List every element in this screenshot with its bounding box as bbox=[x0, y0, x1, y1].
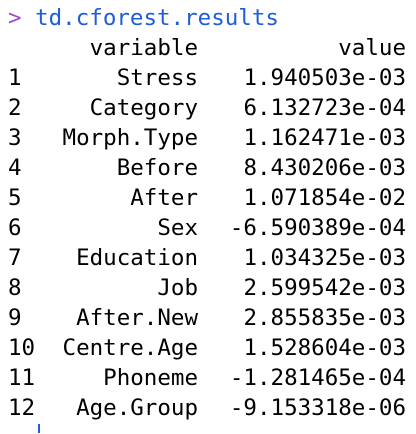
row-index: 3 bbox=[8, 125, 22, 151]
row-variable: Stress bbox=[116, 65, 198, 91]
row-index: 7 bbox=[8, 245, 22, 271]
row-index: 6 bbox=[8, 215, 22, 241]
header-variable: variable bbox=[89, 35, 198, 61]
row-variable: Category bbox=[89, 95, 198, 121]
row-variable: Education bbox=[76, 245, 198, 271]
row-value: 2.855835e-03 bbox=[243, 305, 406, 331]
row-variable: After.New bbox=[76, 305, 198, 331]
row-variable: Age.Group bbox=[76, 395, 198, 421]
row-index: 8 bbox=[8, 275, 22, 301]
row-variable: Morph.Type bbox=[62, 125, 198, 151]
row-variable: Sex bbox=[157, 215, 198, 241]
row-index: 2 bbox=[8, 95, 22, 121]
row-variable: Job bbox=[157, 275, 198, 301]
row-value: 1.162471e-03 bbox=[243, 125, 406, 151]
row-index: 5 bbox=[8, 185, 22, 211]
row-index: 1 bbox=[8, 65, 22, 91]
row-value: -9.153318e-06 bbox=[229, 395, 406, 421]
row-value: 6.132723e-04 bbox=[243, 95, 406, 121]
row-value: 1.034325e-03 bbox=[243, 245, 406, 271]
row-index: 9 bbox=[8, 305, 22, 331]
row-value: 1.940503e-03 bbox=[243, 65, 406, 91]
row-value: 8.430206e-03 bbox=[243, 155, 406, 181]
row-variable: Phoneme bbox=[103, 365, 198, 391]
text-cursor bbox=[38, 424, 40, 433]
command-line: > td.cforest.results bbox=[8, 3, 279, 33]
row-value: 1.528604e-03 bbox=[243, 335, 406, 361]
prompt-symbol: > bbox=[8, 5, 22, 31]
row-variable: Before bbox=[116, 155, 198, 181]
row-index: 12 bbox=[8, 395, 36, 421]
row-value: 2.599542e-03 bbox=[243, 275, 406, 301]
row-value: -1.281465e-04 bbox=[229, 365, 406, 391]
row-index: 10 bbox=[8, 335, 36, 361]
header-value: value bbox=[338, 35, 406, 61]
command-text: td.cforest.results bbox=[35, 5, 279, 31]
row-variable: After bbox=[130, 185, 198, 211]
row-index: 4 bbox=[8, 155, 22, 181]
row-value: 1.071854e-02 bbox=[243, 185, 406, 211]
row-value: -6.590389e-04 bbox=[229, 215, 406, 241]
row-index: 11 bbox=[8, 365, 36, 391]
row-variable: Centre.Age bbox=[62, 335, 198, 361]
